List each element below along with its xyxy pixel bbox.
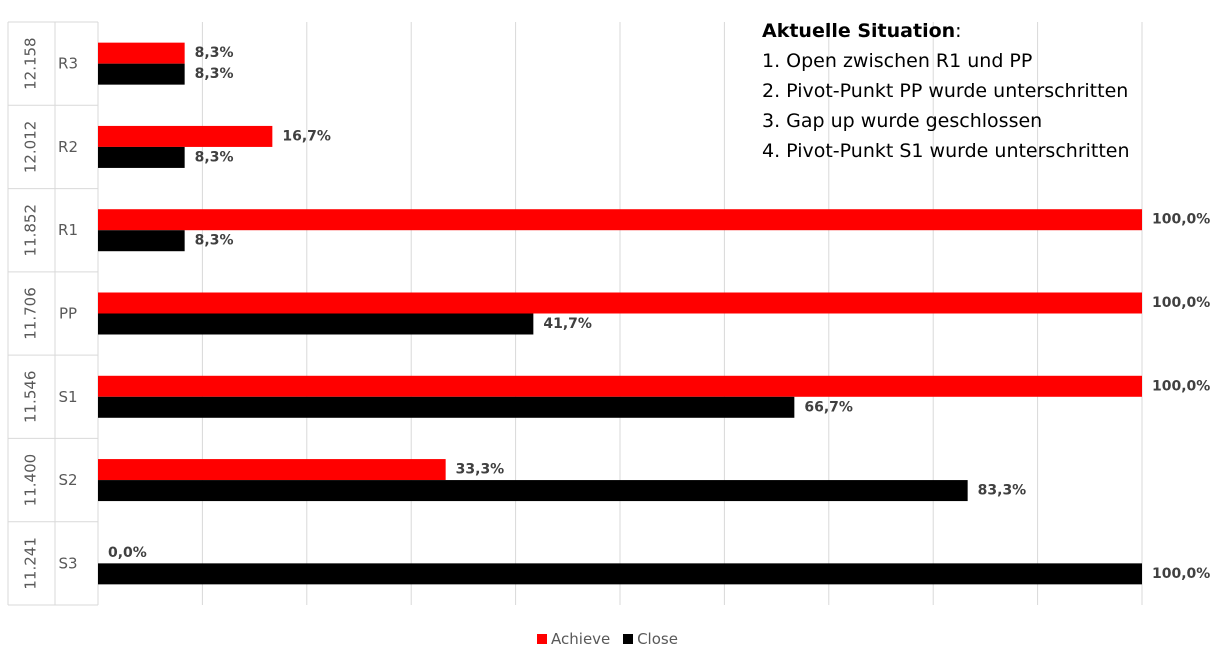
data-label-achieve-s2: 33,3% — [456, 462, 505, 478]
annotation-title-line: Aktuelle Situation: — [762, 16, 1212, 46]
data-label-close-r1: 8,3% — [195, 233, 234, 249]
bar-achieve-r1 — [98, 209, 1142, 230]
category-label-r2: R2 — [58, 138, 78, 156]
legend-label-close: Close — [637, 630, 678, 648]
data-label-close-s3: 100,0% — [1152, 566, 1210, 582]
bar-achieve-pp — [98, 293, 1142, 314]
group-label-s3: 11.241 — [22, 537, 40, 590]
data-label-achieve-r2: 16,7% — [282, 128, 331, 144]
group-label-r3: 12.158 — [22, 37, 40, 89]
bar-close-pp — [98, 314, 533, 335]
annotation-line-2: 2. Pivot-Punkt PP wurde unterschritten — [762, 76, 1212, 106]
bar-close-s2 — [98, 480, 968, 501]
group-label-pp: 11.706 — [22, 287, 40, 340]
bar-close-r2 — [98, 147, 185, 168]
group-label-r2: 12.012 — [22, 121, 40, 174]
bar-achieve-s1 — [98, 376, 1142, 397]
bar-close-r1 — [98, 230, 185, 251]
legend-item-achieve: Achieve — [537, 630, 610, 648]
bar-close-r3 — [98, 64, 185, 85]
situation-annotation: Aktuelle Situation: 1. Open zwischen R1 … — [762, 16, 1212, 166]
category-label-s2: S2 — [58, 471, 77, 489]
annotation-title-suffix: : — [955, 20, 961, 42]
legend: Achieve Close — [0, 630, 1215, 648]
data-label-achieve-r3: 8,3% — [195, 45, 234, 61]
category-label-r1: R1 — [58, 221, 78, 239]
group-label-s2: 11.400 — [22, 454, 40, 507]
data-label-close-r2: 8,3% — [195, 149, 234, 165]
bar-achieve-s2 — [98, 459, 446, 480]
category-label-pp: PP — [59, 305, 77, 323]
data-label-close-s2: 83,3% — [978, 483, 1027, 499]
bar-close-s3 — [98, 563, 1142, 584]
category-label-s1: S1 — [58, 388, 77, 406]
category-label-s3: S3 — [58, 554, 77, 572]
annotation-title: Aktuelle Situation — [762, 20, 955, 42]
bar-achieve-r2 — [98, 126, 272, 147]
legend-label-achieve: Achieve — [551, 630, 610, 648]
annotation-line-1: 1. Open zwischen R1 und PP — [762, 46, 1212, 76]
annotation-line-4: 4. Pivot-Punkt S1 wurde unterschritten — [762, 136, 1212, 166]
legend-swatch-achieve — [537, 634, 547, 644]
data-label-close-pp: 41,7% — [543, 316, 592, 332]
data-label-achieve-r1: 100,0% — [1152, 212, 1210, 228]
bar-close-s1 — [98, 397, 794, 418]
data-label-close-r3: 8,3% — [195, 66, 234, 82]
data-label-achieve-s1: 100,0% — [1152, 378, 1210, 394]
group-label-s1: 11.546 — [22, 371, 40, 424]
bar-achieve-r3 — [98, 43, 185, 64]
data-label-achieve-s3: 0,0% — [108, 545, 147, 561]
legend-item-close: Close — [623, 630, 678, 648]
annotation-line-3: 3. Gap up wurde geschlossen — [762, 106, 1212, 136]
group-label-r1: 11.852 — [22, 204, 40, 257]
legend-swatch-close — [623, 634, 633, 644]
category-label-r3: R3 — [58, 55, 78, 73]
data-label-close-s1: 66,7% — [804, 399, 853, 415]
data-label-achieve-pp: 100,0% — [1152, 295, 1210, 311]
